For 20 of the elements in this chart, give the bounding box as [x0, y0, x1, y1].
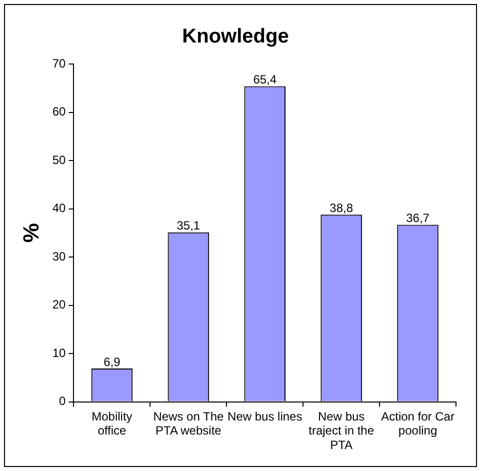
y-axis-title: %: [18, 223, 44, 243]
y-tick-label: 10: [52, 346, 66, 360]
data-label: 65,4: [253, 72, 277, 87]
y-tick-label: 0: [59, 394, 66, 408]
x-tick-label: New bus traject in the PTA: [308, 409, 374, 452]
data-label: 38,8: [330, 200, 354, 215]
y-tick-label: 40: [52, 201, 66, 216]
y-tick-label: 70: [52, 56, 66, 70]
x-tick-label: Mobility office: [92, 409, 132, 438]
y-tick-label: 50: [52, 152, 66, 167]
x-tick-label: Action for Car pooling: [381, 409, 454, 438]
data-label: 35,1: [176, 218, 200, 233]
data-label: 36,7: [406, 211, 430, 226]
data-label: 6,9: [104, 354, 121, 369]
chart-title: Knowledge: [182, 26, 289, 48]
x-tick-label: News on The PTA website: [153, 409, 224, 438]
x-tick-label: New bus lines: [228, 409, 302, 424]
y-tick-label: 20: [52, 298, 66, 312]
y-tick-label: 60: [52, 104, 66, 119]
y-tick-label: 30: [52, 249, 66, 264]
